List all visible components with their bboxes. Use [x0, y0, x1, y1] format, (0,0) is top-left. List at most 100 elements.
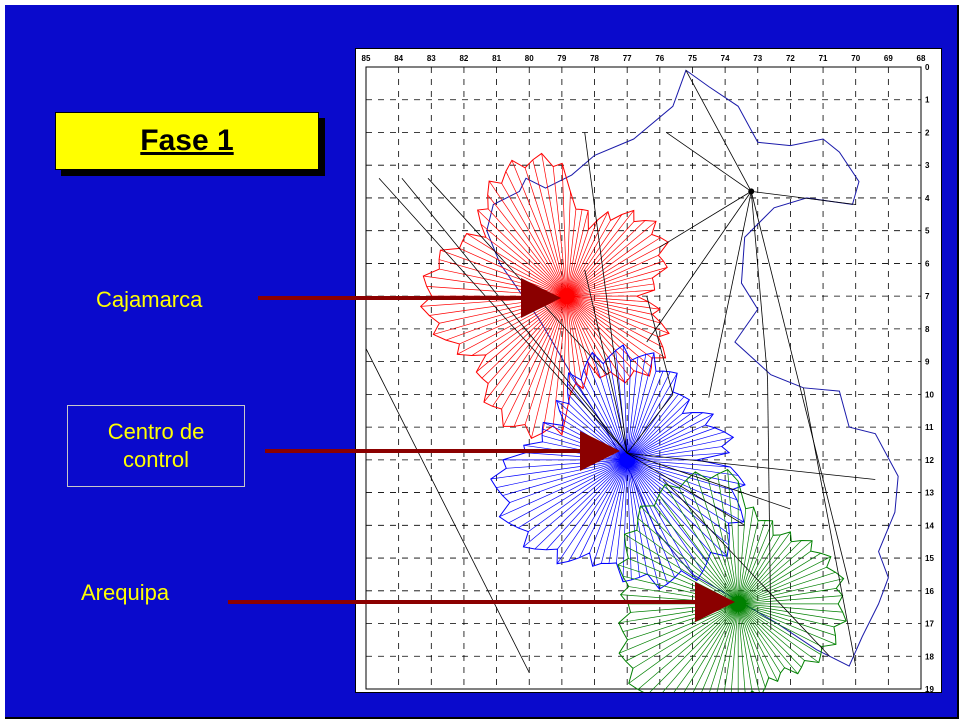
- coverage-ray: [626, 373, 678, 461]
- network-link: [646, 296, 674, 395]
- map-svg: 85 84 83 82 81 80 79 78 77 76 75 74 73 72 71 70 69 680123…: [362, 54, 934, 725]
- coverage-ray: [566, 296, 589, 363]
- right-axis-tick-label: 14: [925, 521, 934, 530]
- right-axis-tick-label: 16: [925, 587, 934, 596]
- coverage-ray: [627, 459, 745, 523]
- coverage-ray: [626, 412, 693, 461]
- network-link: [708, 191, 752, 398]
- coverage-ray: [601, 459, 628, 564]
- network-link: [626, 394, 674, 454]
- coverage-ray: [566, 260, 664, 297]
- top-axis-tick-label: 70: [851, 54, 860, 63]
- network-link: [626, 452, 745, 526]
- right-axis-tick-label: 4: [925, 194, 930, 203]
- network-link: [584, 132, 628, 454]
- top-axis-tick-label: 84: [394, 54, 403, 63]
- coverage-ray: [608, 356, 628, 460]
- coverage-ray: [737, 603, 761, 697]
- coverage-ray: [566, 295, 662, 324]
- top-axis-tick-label: 76: [655, 54, 664, 63]
- top-axis-tick-label: 69: [884, 54, 893, 63]
- coverage-ray: [737, 603, 766, 688]
- coverage-ray: [738, 566, 827, 605]
- network-link: [751, 191, 856, 205]
- coverage-ray: [626, 459, 648, 574]
- right-axis-tick-label: 5: [925, 227, 930, 236]
- top-axis-tick-label: 73: [753, 54, 762, 63]
- top-axis-tick-label: 68: [917, 54, 926, 63]
- coverage-ray: [561, 163, 568, 297]
- coverage-ray: [566, 221, 657, 297]
- top-axis-tick-label: 74: [721, 54, 730, 63]
- coverage-ray: [738, 603, 847, 622]
- coverage-ray: [626, 459, 730, 535]
- coverage-ray: [566, 241, 669, 297]
- coverage-ray: [602, 363, 628, 460]
- coverage-ray: [608, 459, 628, 564]
- coverage-ray: [737, 603, 785, 668]
- coverage-ray: [552, 296, 568, 426]
- coverage-ray: [567, 383, 628, 461]
- coverage-ray: [737, 552, 822, 605]
- coverage-ray: [566, 295, 611, 373]
- coverage-ray: [627, 424, 706, 461]
- coverage-ray: [566, 296, 571, 395]
- network-link: [750, 191, 850, 585]
- coverage-ray: [524, 167, 568, 297]
- right-axis-tick-label: 11: [925, 423, 934, 432]
- coverage-ray: [566, 255, 659, 297]
- coverage-ray: [627, 413, 714, 461]
- coverage-ray: [557, 459, 628, 550]
- coverage-ray: [738, 603, 843, 613]
- coverage-ray: [737, 603, 799, 674]
- right-axis-tick-label: 13: [925, 489, 934, 498]
- phase-title: Fase 1: [55, 112, 319, 170]
- coverage-ray: [566, 296, 587, 376]
- coverage-ray: [627, 436, 734, 461]
- label-centro-de-control: Centro de control: [67, 405, 245, 487]
- network-link: [378, 178, 628, 454]
- coverage-ray: [505, 171, 568, 297]
- network-link: [662, 479, 830, 657]
- top-axis-tick-label: 75: [688, 54, 697, 63]
- coverage-ray: [566, 214, 623, 297]
- coverage-ray: [506, 459, 628, 469]
- right-axis-tick-label: 6: [925, 259, 930, 268]
- coverage-ray: [626, 360, 631, 460]
- coverage-ray: [523, 459, 628, 548]
- coverage-boundary: [490, 344, 746, 590]
- coverage-ray: [737, 520, 773, 605]
- coverage-ray: [626, 459, 708, 563]
- coverage-ray: [737, 520, 759, 604]
- coverage-ray: [737, 603, 805, 661]
- coverage-ray: [528, 459, 628, 532]
- coverage-ray: [566, 210, 589, 297]
- coverage-ray: [566, 295, 660, 310]
- coverage-ray: [626, 459, 703, 572]
- coverage-ray: [545, 459, 628, 550]
- coverage-ray: [617, 564, 739, 605]
- coverage-ray: [737, 531, 791, 605]
- coverage-cajamarca: [419, 152, 670, 439]
- network-link: [627, 452, 791, 510]
- coverage-ray: [566, 237, 661, 297]
- coverage-center: [730, 595, 747, 612]
- station-marker: [748, 188, 755, 195]
- coverage-ray: [566, 283, 654, 297]
- right-axis-tick-label: 12: [925, 456, 934, 465]
- coverage-ray: [626, 459, 640, 578]
- coverage-ray: [737, 603, 802, 668]
- coverage-ray: [487, 194, 568, 297]
- coverage-ray: [566, 289, 655, 297]
- coverage-ray: [487, 208, 568, 297]
- network-link: [767, 377, 772, 631]
- coverage-ray: [626, 357, 639, 460]
- coverage-ray: [622, 345, 628, 460]
- coverage-ray: [566, 209, 583, 297]
- right-axis-tick-label: 8: [925, 325, 930, 334]
- network-link: [803, 387, 857, 667]
- coverage-ray: [738, 588, 837, 605]
- coverage-center: [558, 288, 575, 305]
- coverage-map: 85 84 83 82 81 80 79 78 77 76 75 74 73 72 71 70 69 68 0 1 2 3…: [355, 48, 942, 725]
